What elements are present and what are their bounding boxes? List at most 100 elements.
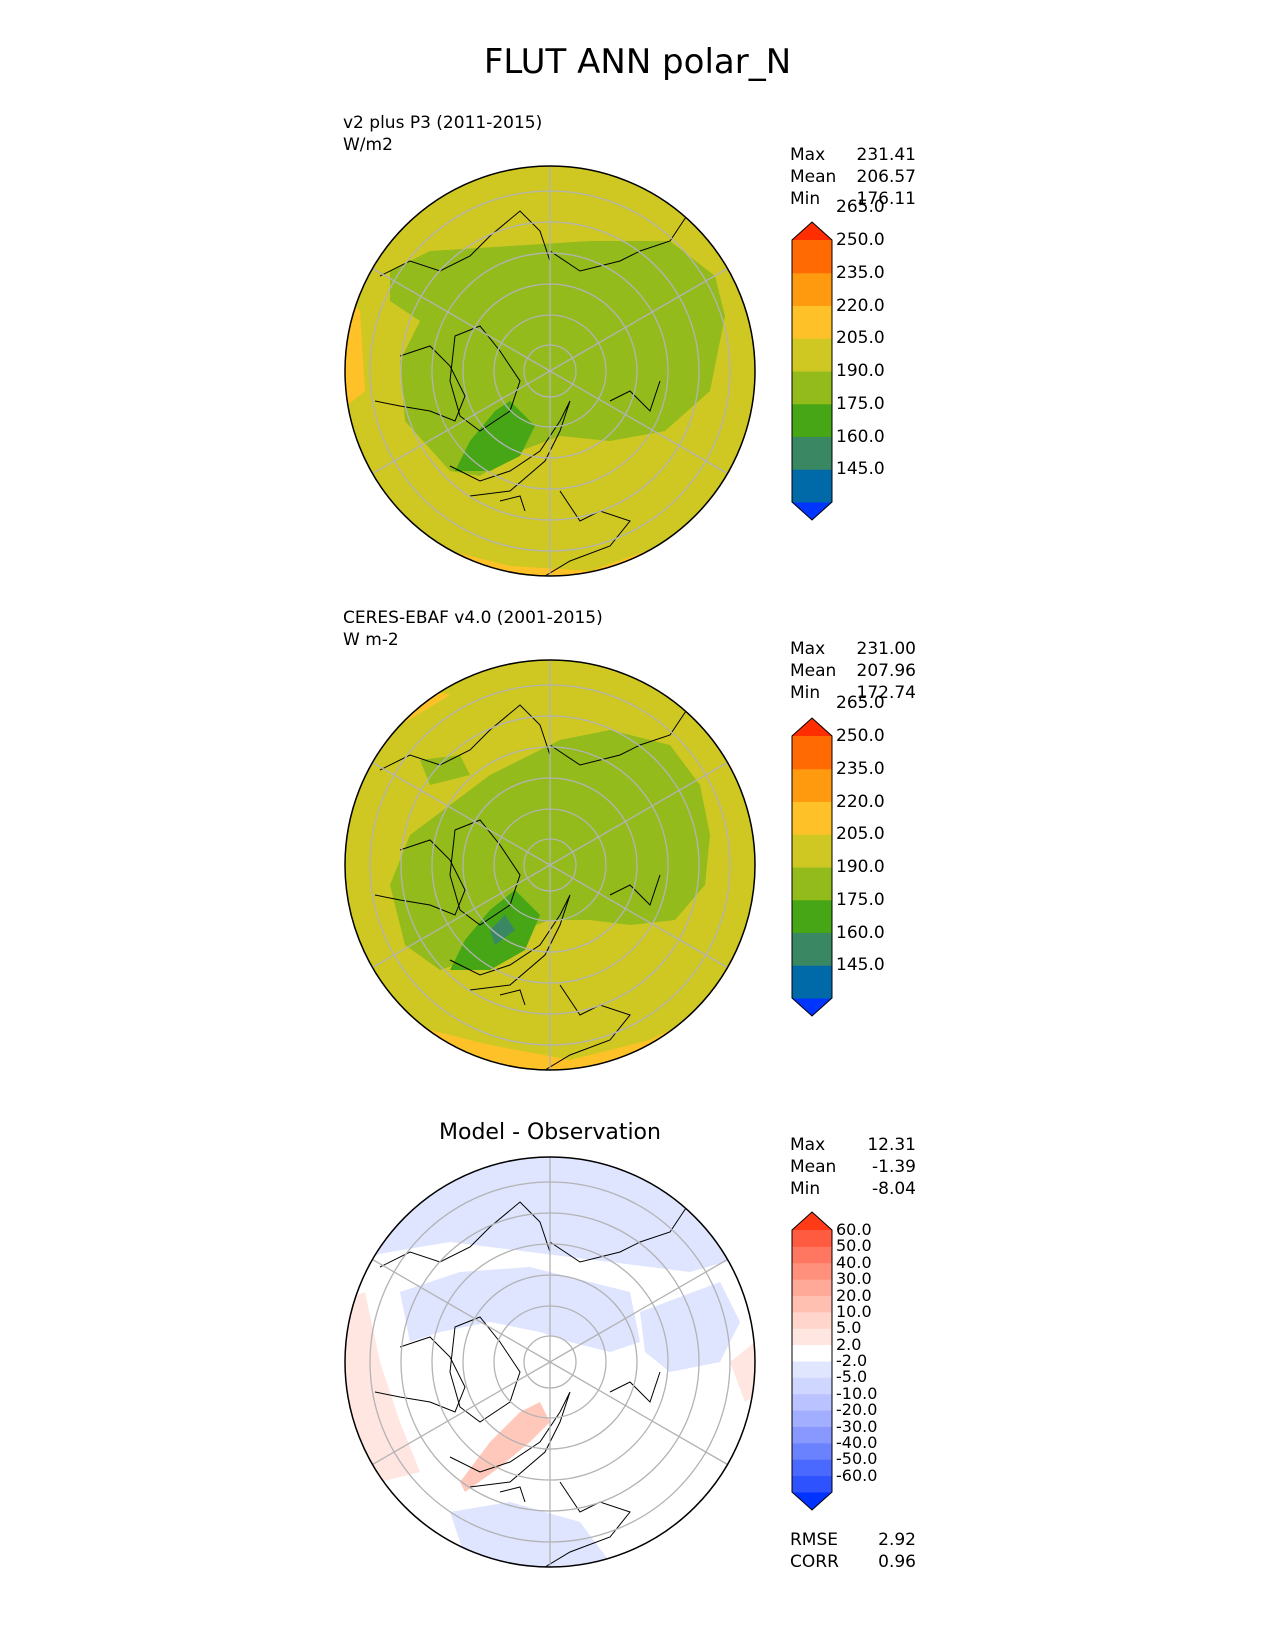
panel-2-stats: Max 231.00 Mean 207.96 Min 172.74 [790,638,916,704]
colorbar-segment [792,305,832,339]
colorbar-tick-label: 50.0 [836,1236,872,1256]
colorbar-tick-label: 190.0 [836,857,885,877]
colorbar-tick-label: 145.0 [836,955,885,976]
stat-label: Min [790,189,821,209]
colorbar-segment [792,801,832,835]
stat-label: Mean [790,1157,837,1177]
colorbar-tick-label: 60.0 [836,1220,872,1239]
field-neg-arctic [400,1267,640,1352]
panel-2-title: CERES-EBAF v4.0 (2001-2015) [343,608,603,628]
stat-value: -1.39 [872,1157,916,1177]
difference-title: Model - Observation [439,1120,661,1145]
panel-1-polar-map [344,165,756,577]
colorbar-extend-low [792,502,832,520]
colorbar-segment [792,736,832,770]
colorbar-tick-label: 235.0 [836,262,885,283]
colorbar-outline [791,1211,833,1511]
colorbar-segment [792,469,832,503]
panel-1-colorbar [791,221,833,521]
panel-2-colorbar [791,717,833,1017]
colorbar-tick-label: 175.0 [836,393,885,414]
stat-value: -8.04 [872,1179,916,1199]
colorbar-tick-label: 190.0 [836,361,885,381]
colorbar-segment [792,867,832,901]
panel-3-stats: Max 12.31 Mean -1.39 Min -8.04 [790,1134,916,1200]
colorbar-segment [792,272,832,306]
colorbar-segment [792,1459,832,1477]
panel-2-units: W m-2 [343,630,399,650]
colorbar-tick-label: 40.0 [836,1252,872,1272]
stat-value: 206.57 [856,167,916,187]
colorbar-extend-low [792,998,832,1016]
field-neg-south [450,1502,610,1567]
field-greenland-min [490,915,515,945]
colorbar-segment [792,1426,832,1444]
colorbar-tick-label: 265.0 [836,197,885,218]
metric-label: RMSE [790,1530,839,1550]
field-pos-west [345,1292,420,1482]
map-boundary [344,165,756,577]
colorbar-segment [792,436,832,470]
colorbar-extend-high [792,222,832,240]
colorbar-segment [792,1475,832,1493]
stat-label: Mean [790,167,837,187]
colorbar-segment [792,1328,832,1346]
stat-label: Min [790,683,821,703]
stat-value: 12.31 [867,1135,916,1155]
colorbar-segment [792,1410,832,1427]
panel-1-stats: Max 231.41 Mean 206.57 Min 176.11 [790,144,916,210]
colorbar-tick-label: 250.0 [836,230,885,250]
colorbar-segment [792,965,832,999]
panel-1-title: v2 plus P3 (2011-2015) [343,113,543,133]
colorbar-tick-label: -5.0 [836,1367,868,1387]
colorbar-tick-label: 160.0 [836,426,885,447]
colorbar-tick-label: 175.0 [836,889,885,910]
colorbar-segment [792,1361,832,1378]
metric-label: CORR [790,1552,839,1572]
colorbar-extend-low [792,1492,832,1510]
colorbar-tick-label: 5.0 [836,1318,862,1338]
metric-value: 2.92 [878,1530,916,1550]
colorbar-tick-label: 145.0 [836,459,885,480]
panel-3-difference-map [344,1156,756,1568]
colorbar-tick-label: -20.0 [836,1400,878,1420]
colorbar-segment [792,240,832,274]
panel-3-metrics: RMSE 2.92 CORR 0.96 [790,1529,916,1573]
colorbar-tick-label: 250.0 [836,726,885,746]
colorbar-segment [792,1279,832,1296]
colorbar-segment [792,1246,832,1264]
colorbar-tick-label: 220.0 [836,295,885,316]
colorbar-tick-label: -2.0 [836,1351,868,1370]
stat-value: 231.00 [856,639,916,659]
stat-label: Max [790,145,826,165]
stat-value: 207.96 [856,661,916,681]
colorbar-segment [792,338,832,372]
map-boundary [344,1156,756,1568]
colorbar-segment [792,1295,832,1313]
graticule [369,1157,731,1567]
field-arctic-green [390,241,725,476]
metric-value: 0.96 [878,1552,916,1572]
colorbar-tick-label: 20.0 [836,1285,872,1305]
stat-label: Mean [790,661,837,681]
field-neg-east [640,1282,740,1372]
stat-value: 176.11 [856,189,916,209]
colorbar-segment [792,834,832,868]
panel-2-polar-map [344,659,756,1071]
colorbar-tick-label: -10.0 [836,1383,878,1403]
colorbar-outline [791,717,833,1017]
panel-1-units: W/m2 [343,135,393,155]
colorbar-segment [792,1377,832,1395]
colorbar-segment [792,768,832,802]
colorbar-segment [792,899,832,933]
colorbar-tick-label: 10.0 [836,1301,872,1321]
colorbar-tick-label: 30.0 [836,1269,872,1289]
colorbar-tick-label: -40.0 [836,1432,878,1452]
graticule [369,660,731,1070]
colorbar-segment [792,932,832,966]
colorbar-segment [792,1230,832,1247]
colorbar-tick-label: 265.0 [836,693,885,714]
field-pos-east [730,1342,755,1402]
colorbar-extend-high [792,718,832,736]
field-pos-greenland [460,1402,550,1492]
